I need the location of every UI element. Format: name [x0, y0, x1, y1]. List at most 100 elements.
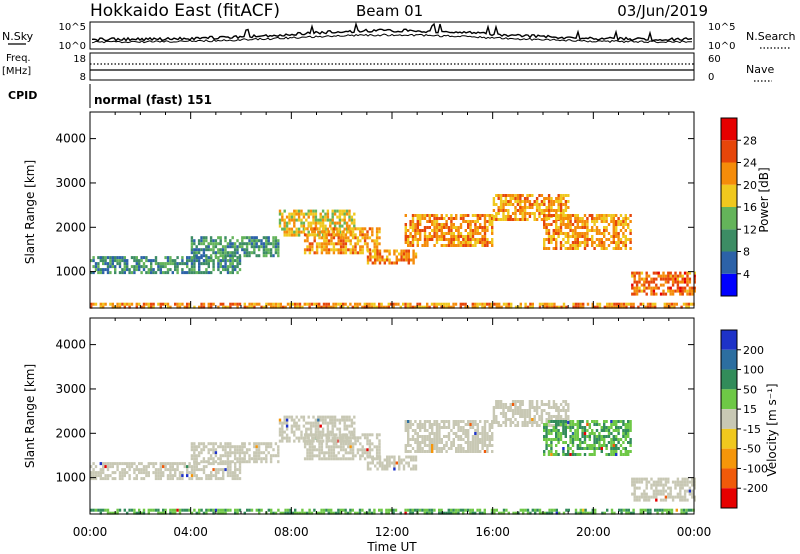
- heatmap-cell: [207, 457, 210, 461]
- heatmap-cell: [535, 409, 539, 412]
- heatmap-cell: [159, 305, 162, 309]
- heatmap-cell: [464, 244, 467, 247]
- heatmap-cell: [629, 429, 632, 432]
- heatmap-cell: [688, 271, 692, 275]
- heatmap-cell: [371, 461, 374, 465]
- heatmap-cell: [311, 433, 314, 437]
- heatmap-cell: [289, 511, 292, 515]
- heatmap-cell: [655, 495, 658, 499]
- heatmap-cell: [404, 423, 407, 426]
- heatmap-cell: [229, 262, 232, 266]
- heatmap-cell: [550, 406, 553, 409]
- heatmap-cell: [452, 438, 455, 441]
- heatmap-cell: [315, 436, 319, 440]
- heatmap-cell: [440, 244, 443, 247]
- heatmap-cell: [387, 508, 390, 512]
- heatmap-cell: [190, 477, 194, 481]
- heatmap-cell: [229, 468, 232, 472]
- heatmap-cell: [111, 511, 114, 515]
- heatmap-cell: [476, 438, 479, 441]
- heatmap-cell: [562, 406, 565, 409]
- heatmap-cell: [337, 445, 340, 449]
- heatmap-cell: [164, 508, 167, 512]
- heatmap-cell: [190, 251, 194, 255]
- heatmap-cell: [309, 224, 313, 228]
- heatmap-cell: [147, 471, 150, 475]
- heatmap-cell: [514, 400, 517, 403]
- x-tick-label: 00:00: [73, 525, 108, 539]
- heatmap-cell: [610, 302, 614, 306]
- heatmap-cell: [643, 289, 646, 293]
- heatmap-cell: [646, 305, 650, 309]
- heatmap-cell: [638, 480, 641, 484]
- heatmap-cell: [664, 280, 668, 284]
- heatmap-cell: [593, 247, 596, 250]
- heatmap-cell: [406, 508, 410, 512]
- heatmap-cell: [524, 508, 527, 512]
- heatmap-cell: [295, 436, 298, 440]
- heatmap-cell: [188, 477, 191, 481]
- heatmap-cell: [361, 508, 364, 512]
- heatmap-cell: [257, 254, 261, 258]
- heatmap-cell: [288, 415, 291, 419]
- heatmap-cell: [302, 230, 306, 234]
- heatmap-cell: [210, 474, 213, 478]
- heatmap-cell: [92, 259, 95, 263]
- heatmap-cell: [381, 467, 384, 471]
- heatmap-cell: [195, 457, 198, 461]
- heatmap-cell: [555, 226, 558, 229]
- heatmap-cell: [564, 423, 567, 426]
- heatmap-cell: [545, 247, 548, 250]
- heatmap-cell: [114, 256, 117, 260]
- heatmap-cell: [209, 454, 213, 458]
- heatmap-cell: [426, 220, 429, 223]
- heatmap-cell: [409, 223, 412, 226]
- heatmap-cell: [659, 489, 663, 493]
- heatmap-cell: [339, 242, 343, 246]
- heatmap-cell: [342, 236, 345, 240]
- heatmap-cell: [428, 435, 431, 438]
- heatmap-cell: [118, 259, 122, 263]
- heatmap-cell: [619, 420, 623, 423]
- heatmap-cell: [325, 442, 328, 446]
- heatmap-cell: [269, 251, 273, 255]
- heatmap-cell: [236, 248, 239, 252]
- heatmap-cell: [121, 468, 124, 472]
- heatmap-cell: [543, 302, 546, 306]
- heatmap-cell: [423, 214, 427, 217]
- heatmap-cell: [574, 432, 577, 435]
- heatmap-cell: [669, 292, 672, 296]
- heatmap-cell: [583, 223, 587, 226]
- heatmap-cell: [483, 220, 487, 223]
- heatmap-cell: [564, 409, 568, 412]
- heatmap-cell: [607, 429, 611, 432]
- heatmap-cell: [210, 302, 213, 306]
- heatmap-cell: [307, 230, 310, 234]
- heatmap-cell: [121, 474, 124, 478]
- heatmap-cell: [241, 442, 244, 446]
- heatmap-cell: [521, 403, 524, 406]
- heatmap-cell: [474, 229, 477, 232]
- heatmap-cell: [178, 262, 182, 266]
- heatmap-cell: [311, 442, 314, 446]
- heatmap-cell: [579, 420, 582, 423]
- heatmap-cell: [635, 480, 639, 484]
- heatmap-cell: [531, 406, 534, 409]
- heatmap-cell: [669, 495, 672, 499]
- heatmap-cell: [600, 444, 603, 447]
- heatmap-cell: [476, 441, 479, 444]
- heatmap-cell: [317, 418, 320, 422]
- heatmap-cell: [528, 206, 532, 209]
- heatmap-cell: [499, 400, 503, 403]
- heatmap-cell: [486, 438, 489, 441]
- heatmap-cell: [407, 426, 410, 429]
- heatmap-cell: [615, 420, 618, 423]
- heatmap-cell: [282, 305, 285, 309]
- heatmap-cell: [411, 226, 415, 229]
- heatmap-cell: [682, 508, 686, 512]
- heatmap-cell: [450, 441, 453, 444]
- heatmap-cell: [99, 268, 102, 272]
- heatmap-cell: [593, 423, 596, 426]
- heatmap-cell: [157, 477, 160, 481]
- heatmap-cell: [202, 445, 206, 449]
